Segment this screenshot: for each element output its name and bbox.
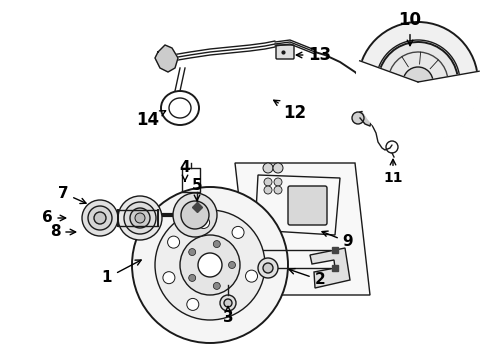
Text: 6: 6 <box>42 211 66 225</box>
Circle shape <box>222 298 235 310</box>
Circle shape <box>189 248 196 256</box>
Circle shape <box>264 186 272 194</box>
Circle shape <box>213 283 220 289</box>
Text: 11: 11 <box>383 159 403 185</box>
Circle shape <box>352 112 364 124</box>
Text: 4: 4 <box>180 161 190 181</box>
Circle shape <box>213 240 220 248</box>
Text: 12: 12 <box>274 100 307 122</box>
Circle shape <box>274 178 282 186</box>
Circle shape <box>155 210 265 320</box>
Circle shape <box>132 187 288 343</box>
Wedge shape <box>356 61 480 144</box>
Circle shape <box>273 163 283 173</box>
FancyBboxPatch shape <box>288 186 327 225</box>
Text: 1: 1 <box>102 260 141 285</box>
Circle shape <box>358 22 478 142</box>
Circle shape <box>376 40 460 124</box>
Circle shape <box>228 261 236 269</box>
Circle shape <box>173 193 217 237</box>
Circle shape <box>118 196 162 240</box>
Circle shape <box>263 263 273 273</box>
Text: 2: 2 <box>289 269 325 288</box>
Circle shape <box>88 206 112 230</box>
Circle shape <box>264 178 272 186</box>
Circle shape <box>245 270 258 282</box>
Circle shape <box>94 212 106 224</box>
Circle shape <box>168 236 180 248</box>
Circle shape <box>258 258 278 278</box>
Circle shape <box>224 299 232 307</box>
Text: 3: 3 <box>222 306 233 325</box>
Text: 5: 5 <box>192 177 202 201</box>
Polygon shape <box>360 110 372 126</box>
FancyBboxPatch shape <box>276 45 294 59</box>
Circle shape <box>82 200 118 236</box>
Text: 13: 13 <box>296 46 332 64</box>
Circle shape <box>130 208 150 228</box>
Circle shape <box>198 253 222 277</box>
Circle shape <box>135 213 145 223</box>
Text: 10: 10 <box>398 11 421 46</box>
Polygon shape <box>155 45 178 72</box>
Circle shape <box>220 295 236 311</box>
Circle shape <box>263 163 273 173</box>
Circle shape <box>189 274 196 282</box>
Circle shape <box>180 235 240 295</box>
Circle shape <box>197 216 210 229</box>
Text: 14: 14 <box>136 111 166 129</box>
Circle shape <box>232 226 244 238</box>
Text: 9: 9 <box>322 231 353 249</box>
Polygon shape <box>235 163 370 295</box>
Text: 8: 8 <box>49 225 75 239</box>
Polygon shape <box>310 248 350 288</box>
Circle shape <box>187 298 199 310</box>
Circle shape <box>124 202 156 234</box>
Circle shape <box>181 201 209 229</box>
Circle shape <box>163 272 175 284</box>
Circle shape <box>403 67 433 97</box>
Text: 7: 7 <box>58 185 86 203</box>
Circle shape <box>274 186 282 194</box>
